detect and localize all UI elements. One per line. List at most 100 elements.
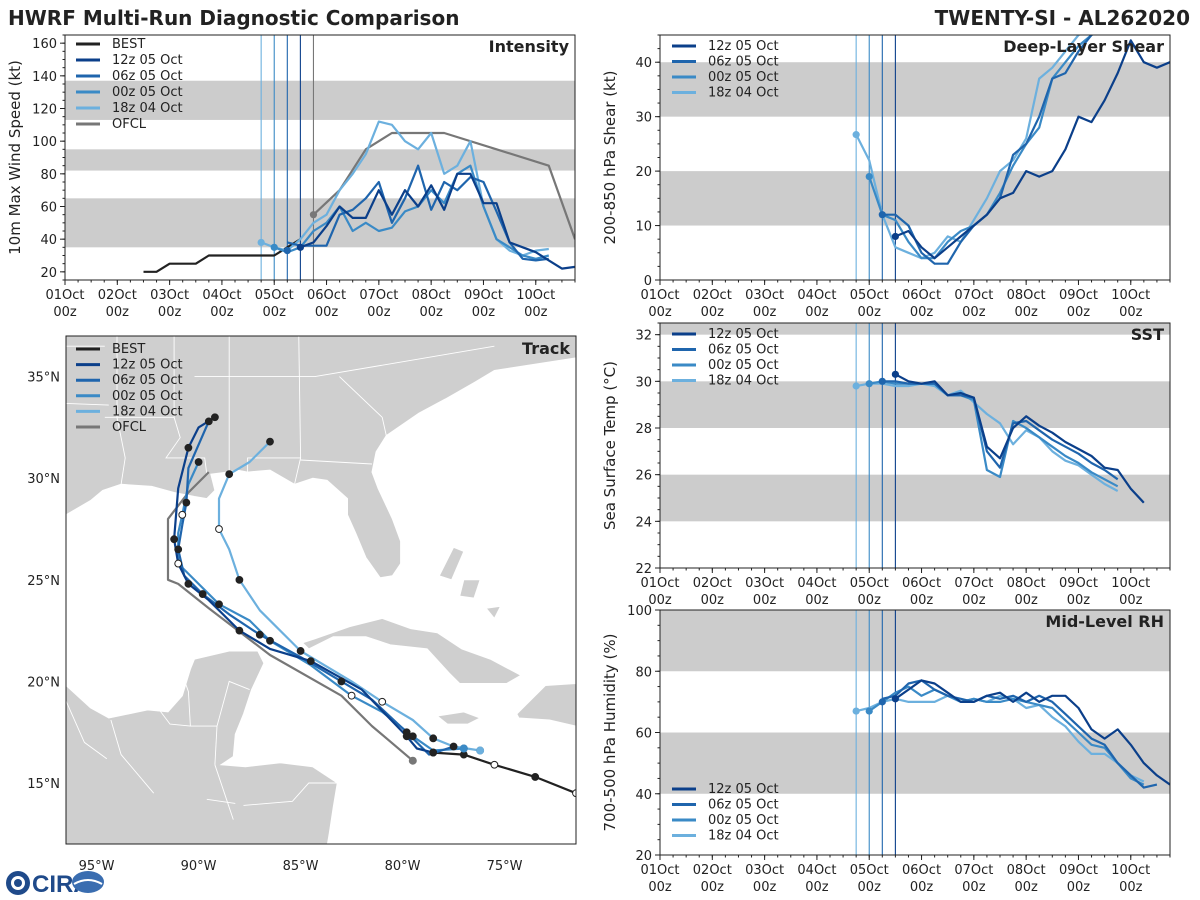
x-tick-hour: 00z xyxy=(1014,593,1038,608)
y-tick-label: 60 xyxy=(40,201,57,216)
y-tick-label: 22 xyxy=(635,562,652,577)
x-tick-hour: 00z xyxy=(1119,305,1143,320)
track-position-marker xyxy=(378,697,387,706)
legend-label-r12: 12z 05 Oct xyxy=(708,39,779,54)
track-position-marker xyxy=(178,510,187,519)
init-marker-r18 xyxy=(852,707,860,715)
x-tick-day: 08Oct xyxy=(1007,288,1046,303)
legend-label-r00: 00z 05 Oct xyxy=(708,813,779,828)
country-boundary xyxy=(214,726,218,765)
y-tick-label: 30 xyxy=(635,111,652,126)
x-tick-hour: 00z xyxy=(1119,593,1143,608)
x-tick-hour: 00z xyxy=(753,305,777,320)
x-tick-hour: 00z xyxy=(962,593,986,608)
x-tick-hour: 00z xyxy=(805,880,829,895)
intensity-panel: 20 40 60 80 100 120 140 160 01Oct 00z 02Oct 00z 03Oc… xyxy=(6,34,576,320)
track-position-marker xyxy=(215,600,223,609)
track-panel: 95°W 90°W 85°W 80°W 75°W 15°N 20°N 25°N 30°N 35°N… xyxy=(27,335,577,874)
lat-tick-label: 25°N xyxy=(27,574,60,589)
x-tick-day: 10Oct xyxy=(1111,576,1150,591)
init-marker-r06 xyxy=(878,211,886,219)
y-tick-label: 24 xyxy=(635,515,652,530)
track-start-r00 xyxy=(459,744,468,753)
state-boundary xyxy=(247,457,301,473)
track-position-marker xyxy=(174,559,183,568)
x-tick-day: 07Oct xyxy=(954,576,993,591)
x-tick-day: 03Oct xyxy=(745,576,784,591)
y-tick-label: 10 xyxy=(635,220,652,235)
legend-label-r18: 18z 04 Oct xyxy=(708,829,779,844)
track-position-marker xyxy=(235,626,244,635)
storm-id-title: TWENTY-SI - AL262020 xyxy=(935,6,1190,30)
panel-title: Mid-Level RH xyxy=(1045,612,1164,631)
x-tick-hour: 00z xyxy=(858,593,882,608)
lon-tick-label: 95°W xyxy=(79,859,115,874)
series-line-r06 xyxy=(882,679,1158,789)
x-tick-day: 04Oct xyxy=(797,576,836,591)
track-position-marker xyxy=(215,525,223,533)
legend-label-r18: 18z 04 Oct xyxy=(112,101,183,116)
track-position-marker xyxy=(449,742,458,751)
legend-label-r00: 00z 05 Oct xyxy=(708,70,779,85)
init-marker-r00 xyxy=(865,380,873,388)
x-tick-day: 05Oct xyxy=(255,288,294,303)
track-position-marker xyxy=(429,748,438,757)
x-tick-day: 08Oct xyxy=(412,288,451,303)
y-axis-label: Sea Surface Temp (°C) xyxy=(601,361,619,530)
state-boundary xyxy=(339,376,387,436)
track-position-marker xyxy=(531,773,540,781)
country-boundary xyxy=(173,650,191,727)
lon-tick-label: 85°W xyxy=(283,859,319,874)
x-tick-day: 04Oct xyxy=(202,288,241,303)
state-boundary xyxy=(116,336,126,485)
panel-title: Intensity xyxy=(489,37,570,56)
x-tick-day: 05Oct xyxy=(850,288,889,303)
legend-label-OFCL: OFCL xyxy=(112,420,147,435)
country-boundary xyxy=(216,680,250,727)
x-tick-day: 09Oct xyxy=(464,288,503,303)
country-boundary xyxy=(110,719,155,794)
axes-frame xyxy=(659,322,1171,569)
x-tick-day: 01Oct xyxy=(640,863,679,878)
track-position-marker xyxy=(184,443,193,452)
bahamas-land xyxy=(485,605,502,620)
x-tick-hour: 00z xyxy=(524,305,548,320)
legend-label-r00: 00z 05 Oct xyxy=(112,389,183,404)
x-tick-day: 01Oct xyxy=(45,288,84,303)
country-boundary xyxy=(214,764,234,820)
x-tick-hour: 00z xyxy=(1067,880,1091,895)
track-position-marker xyxy=(347,691,356,700)
shaded-band xyxy=(660,732,1170,794)
y-tick-label: 40 xyxy=(635,56,652,71)
x-tick-day: 09Oct xyxy=(1059,288,1098,303)
x-tick-hour: 00z xyxy=(962,880,986,895)
hispaniola-land xyxy=(516,682,576,727)
track-position-marker xyxy=(235,575,244,584)
shear-panel: 0 10 20 30 40 01Oct 00z 02Oct 00z 03Oct 00z 04Oct 00… xyxy=(601,34,1171,320)
y-tick-label: 60 xyxy=(635,727,652,742)
y-tick-label: 0 xyxy=(644,274,652,289)
legend-label-r12: 12z 05 Oct xyxy=(112,53,183,68)
country-boundary xyxy=(66,699,108,760)
track-position-marker xyxy=(402,732,411,741)
x-tick-day: 03Oct xyxy=(150,288,189,303)
plot-area xyxy=(660,610,1170,855)
sst-panel: 22 24 26 28 30 32 01Oct 00z 02Oct 00z 03Oct 00z 04Oc… xyxy=(601,322,1171,608)
y-tick-label: 30 xyxy=(635,375,652,390)
bahamas-land xyxy=(438,546,465,581)
track-start-OFCL xyxy=(408,756,417,765)
x-tick-hour: 00z xyxy=(701,305,725,320)
legend-label-r18: 18z 04 Oct xyxy=(708,374,779,389)
legend-label-r18: 18z 04 Oct xyxy=(112,404,183,419)
bahamas-land xyxy=(459,579,481,599)
track-start-r18 xyxy=(476,746,485,755)
y-axis-label: 10m Max Wind Speed (kt) xyxy=(6,60,24,255)
y-tick-label: 160 xyxy=(32,37,57,52)
x-tick-day: 01Oct xyxy=(640,288,679,303)
legend-label-r06: 06z 05 Oct xyxy=(708,343,779,358)
x-tick-hour: 00z xyxy=(910,880,934,895)
lon-tick-label: 75°W xyxy=(487,859,523,874)
x-tick-hour: 00z xyxy=(1014,880,1038,895)
series-line-r18 xyxy=(856,382,1119,492)
